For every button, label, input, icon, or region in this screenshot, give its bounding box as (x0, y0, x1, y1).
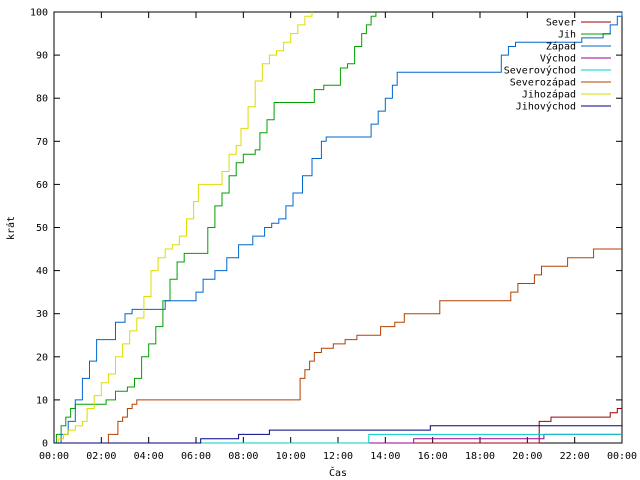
x-axis-label: Čas (329, 466, 347, 479)
legend-label-jih: Jih (558, 30, 576, 41)
series-line-zapad (54, 12, 623, 444)
series-line-sever (54, 408, 622, 444)
series-lines (54, 12, 623, 444)
series-line-jihovychod (54, 425, 622, 444)
series-line-jihozapad (54, 12, 313, 444)
x-tick-label: 06:00 (181, 451, 211, 462)
x-tick-label: 08:00 (228, 451, 258, 462)
y-tick-label: 10 (36, 395, 48, 406)
y-tick-label: 90 (36, 51, 48, 62)
y-tick-label: 70 (36, 137, 48, 148)
series-line-severozapad (54, 248, 622, 444)
y-tick-label: 50 (36, 223, 48, 234)
legend-label-vychod: Východ (540, 53, 576, 65)
x-tick-label: 10:00 (276, 451, 306, 462)
x-tick-label: 02:00 (86, 451, 116, 462)
series-line-jih (54, 12, 377, 444)
y-tick-label: 20 (36, 352, 48, 363)
y-axis-label: krát (5, 216, 17, 240)
x-tick-label: 20:00 (512, 451, 542, 462)
y-tick-label: 60 (36, 180, 48, 191)
y-axis-ticks: 0 10 20 30 40 50 60 70 80 90 100 (30, 8, 622, 450)
legend-label-severozapad: Severozápad (510, 77, 576, 89)
x-tick-label: 00:00 (39, 451, 69, 462)
legend-label-sever: Sever (546, 18, 576, 29)
x-axis-ticks: 00:00 02:00 04:00 06:00 08:00 10:00 12:00 14:00… (39, 12, 637, 462)
x-tick-label: 18:00 (465, 451, 495, 462)
legend: SeverJihZápadVýchodSeverovýchodSeverozáp… (504, 18, 611, 113)
y-tick-label: 100 (30, 8, 48, 19)
x-tick-label: 14:00 (370, 451, 400, 462)
y-tick-label: 80 (36, 94, 48, 105)
x-tick-label: 00:00 (607, 451, 637, 462)
plot-area (53, 11, 623, 444)
legend-label-jihozapad: Jihozápad (522, 89, 576, 101)
x-tick-label: 16:00 (418, 451, 448, 462)
legend-label-zapad: Západ (546, 41, 576, 53)
x-tick-label: 12:00 (323, 451, 353, 462)
legend-label-jihovychod: Jihovýchod (516, 101, 576, 113)
y-tick-label: 40 (36, 266, 48, 277)
x-tick-label: 04:00 (134, 451, 164, 462)
y-tick-label: 0 (42, 439, 48, 450)
x-tick-label: 22:00 (560, 451, 590, 462)
series-line-severovychod (54, 433, 622, 444)
legend-label-severovychod: Severovýchod (504, 65, 576, 77)
y-tick-label: 30 (36, 309, 48, 320)
